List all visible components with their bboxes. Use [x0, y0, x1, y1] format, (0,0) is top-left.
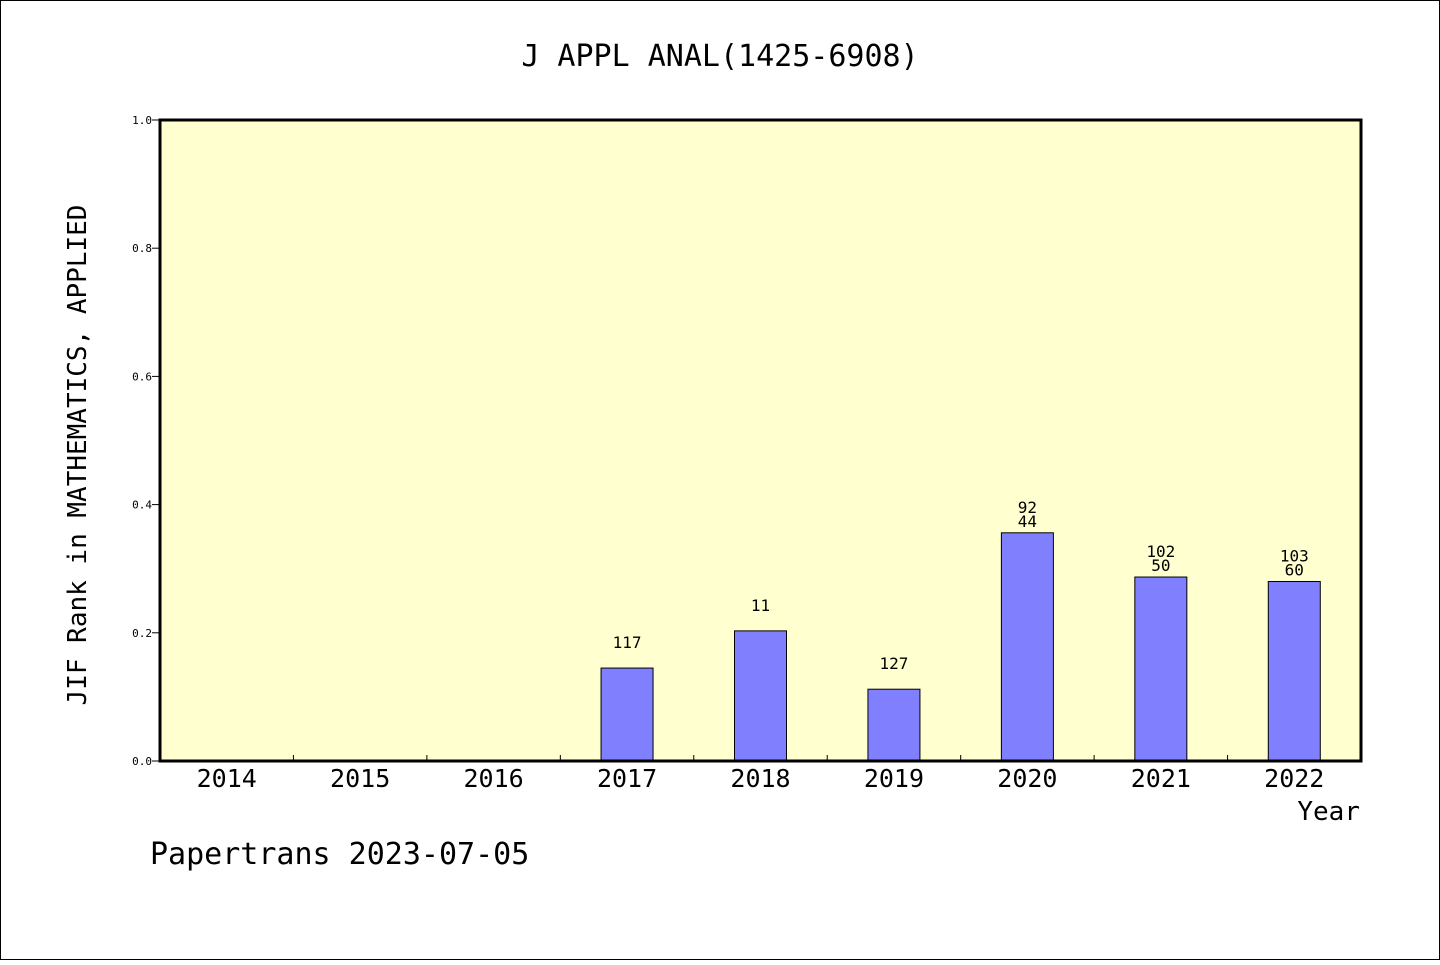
x-axis-label: Year [1297, 797, 1360, 827]
x-tick-label: 2022 [1264, 764, 1324, 793]
bar-2021 [1134, 576, 1188, 762]
bars-group [600, 532, 1321, 762]
y-tick-label: 0.4 [132, 499, 152, 512]
plot-frame [158, 118, 1363, 763]
bar-2017 [600, 667, 654, 762]
x-tick-label: 2020 [997, 764, 1057, 793]
bar-2020 [1000, 532, 1054, 762]
bar-value-label: 50 [1151, 556, 1170, 575]
x-tick-label: 2015 [330, 764, 390, 793]
bar-value-label: 102 [1146, 542, 1175, 561]
chart-title: J APPL ANAL(1425-6908) [521, 39, 918, 74]
bar-value-label: 60 [1285, 561, 1304, 580]
x-tick-label: 2017 [597, 764, 657, 793]
bar-value-label: 117 [613, 633, 642, 652]
bar-value-label: 44 [1018, 512, 1037, 531]
x-tick-label: 2021 [1131, 764, 1191, 793]
x-tick-label: 2018 [730, 764, 790, 793]
y-axis-label: JIF Rank in MATHEMATICS, APPLIED [63, 205, 93, 706]
bar-value-label: 127 [879, 654, 908, 673]
bar-2018 [734, 630, 787, 762]
x-tick-label: 2016 [464, 764, 524, 793]
y-tick-label: 1.0 [132, 114, 152, 127]
footer-text: Papertrans 2023-07-05 [150, 837, 529, 872]
x-tick-label: 2014 [197, 764, 257, 793]
bar-2019 [867, 688, 921, 762]
x-axis: 2014 2015 2016 2017 2018 2019 2020 2021 2022 [197, 755, 1324, 793]
x-tick-label: 2019 [864, 764, 924, 793]
y-tick-label: 0.2 [132, 627, 152, 640]
y-axis: 0.0 0.2 0.4 0.6 0.8 1.0 [132, 114, 160, 768]
y-tick-label: 0.0 [132, 755, 152, 768]
bar-value-label: 103 [1280, 547, 1309, 566]
y-tick-label: 0.6 [132, 370, 152, 383]
y-tick-label: 0.8 [132, 242, 152, 255]
bar-value-label: 11 [751, 596, 770, 615]
bar-value-label: 92 [1018, 498, 1037, 517]
bar-2022 [1267, 581, 1321, 762]
